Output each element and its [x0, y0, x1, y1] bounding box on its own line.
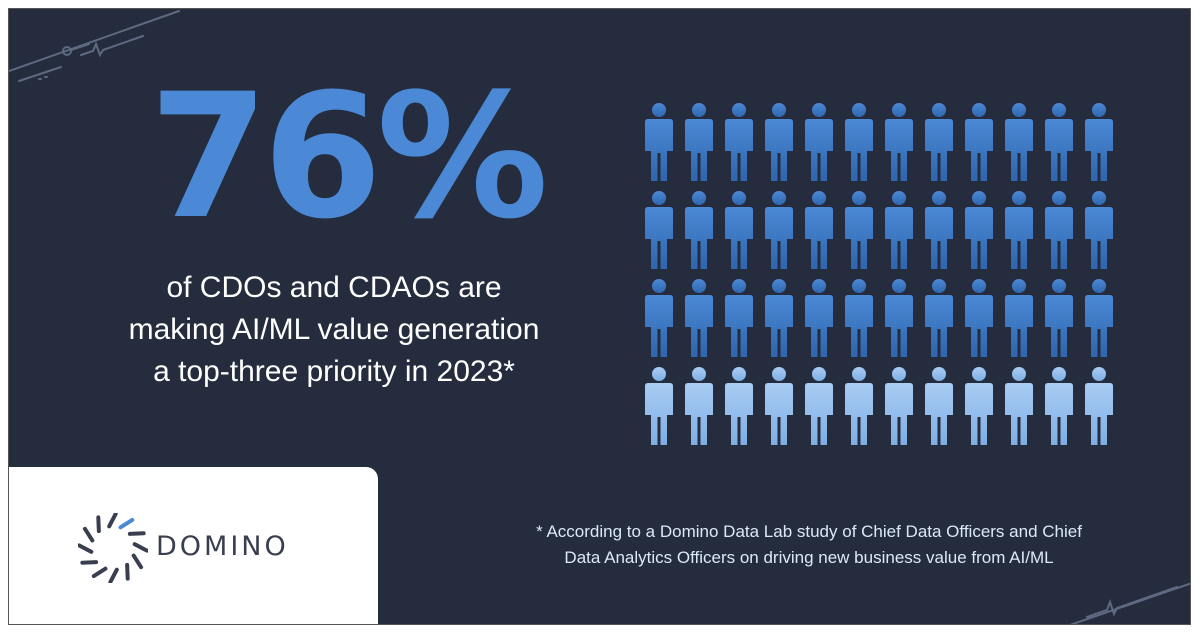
logo-dash — [108, 567, 119, 583]
footnote: * According to a Domino Data Lab study o… — [489, 519, 1129, 571]
person-icon-empty — [925, 367, 953, 445]
person-icon-filled — [1045, 279, 1073, 357]
person-icon-filled — [965, 191, 993, 269]
person-icon-filled — [885, 279, 913, 357]
description-line-3: a top-three priority in 2023* — [153, 355, 515, 388]
person-icon-filled — [725, 191, 753, 269]
headline-description: of CDOs and CDAOs are making AI/ML value… — [104, 267, 564, 393]
person-icon-empty — [685, 367, 713, 445]
person-icon-filled — [645, 279, 673, 357]
person-icon-filled — [645, 103, 673, 181]
person-icon-empty — [965, 367, 993, 445]
person-icon-filled — [845, 279, 873, 357]
footnote-line-2: Data Analytics Officers on driving new b… — [564, 548, 1054, 567]
logo-panel: DOMINO — [9, 467, 378, 624]
person-icon-empty — [885, 367, 913, 445]
person-icon-filled — [885, 191, 913, 269]
person-icon-filled — [1085, 191, 1113, 269]
person-icon-filled — [925, 279, 953, 357]
logo-wordmark: DOMINO — [156, 531, 289, 562]
logo-dash — [80, 560, 99, 565]
domino-logo-icon — [78, 513, 148, 583]
logo-dash — [82, 526, 95, 543]
person-icon-filled — [805, 191, 833, 269]
person-icon-empty — [845, 367, 873, 445]
person-icon-filled — [845, 191, 873, 269]
person-icon-filled — [1085, 103, 1113, 181]
person-icon-empty — [645, 367, 673, 445]
person-icon-filled — [805, 103, 833, 181]
person-icon-filled — [1005, 279, 1033, 357]
description-line-1: of CDOs and CDAOs are — [166, 271, 502, 304]
person-icon-empty — [1005, 367, 1033, 445]
person-icon-filled — [925, 191, 953, 269]
person-icon-filled — [965, 279, 993, 357]
logo-dash — [96, 515, 101, 534]
person-icon-filled — [885, 103, 913, 181]
person-icon-filled — [845, 103, 873, 181]
person-icon-empty — [765, 367, 793, 445]
headline-percentage: 76% — [149, 56, 549, 257]
circuit-decoration-top-left — [9, 10, 180, 82]
logo-dash — [127, 531, 146, 536]
logo-dash — [125, 562, 130, 581]
logo-dash — [107, 513, 118, 529]
people-pictogram-grid — [645, 103, 1113, 445]
footnote-line-1: * According to a Domino Data Lab study o… — [536, 522, 1082, 541]
person-icon-filled — [1045, 191, 1073, 269]
logo-dash — [131, 553, 144, 570]
person-icon-empty — [725, 367, 753, 445]
person-icon-filled — [725, 103, 753, 181]
person-icon-filled — [965, 103, 993, 181]
person-icon-filled — [1005, 103, 1033, 181]
person-icon-filled — [685, 279, 713, 357]
person-icon-filled — [645, 191, 673, 269]
logo-dash — [132, 542, 148, 553]
person-icon-filled — [1045, 103, 1073, 181]
logo-dash — [78, 543, 94, 554]
person-icon-filled — [765, 103, 793, 181]
logo-dash — [91, 566, 108, 579]
person-icon-filled — [765, 191, 793, 269]
person-icon-filled — [685, 103, 713, 181]
person-icon-filled — [685, 191, 713, 269]
person-icon-filled — [805, 279, 833, 357]
person-icon-empty — [805, 367, 833, 445]
person-icon-filled — [725, 279, 753, 357]
person-icon-filled — [765, 279, 793, 357]
person-icon-empty — [1085, 367, 1113, 445]
description-line-2: making AI/ML value generation — [128, 313, 540, 346]
person-icon-filled — [1005, 191, 1033, 269]
person-icon-filled — [1085, 279, 1113, 357]
circuit-decoration-bottom-right — [1069, 582, 1190, 624]
logo-accent-dash — [118, 517, 135, 530]
infographic-card: 76% of CDOs and CDAOs are making AI/ML v… — [8, 8, 1191, 625]
person-icon-empty — [1045, 367, 1073, 445]
person-icon-filled — [925, 103, 953, 181]
